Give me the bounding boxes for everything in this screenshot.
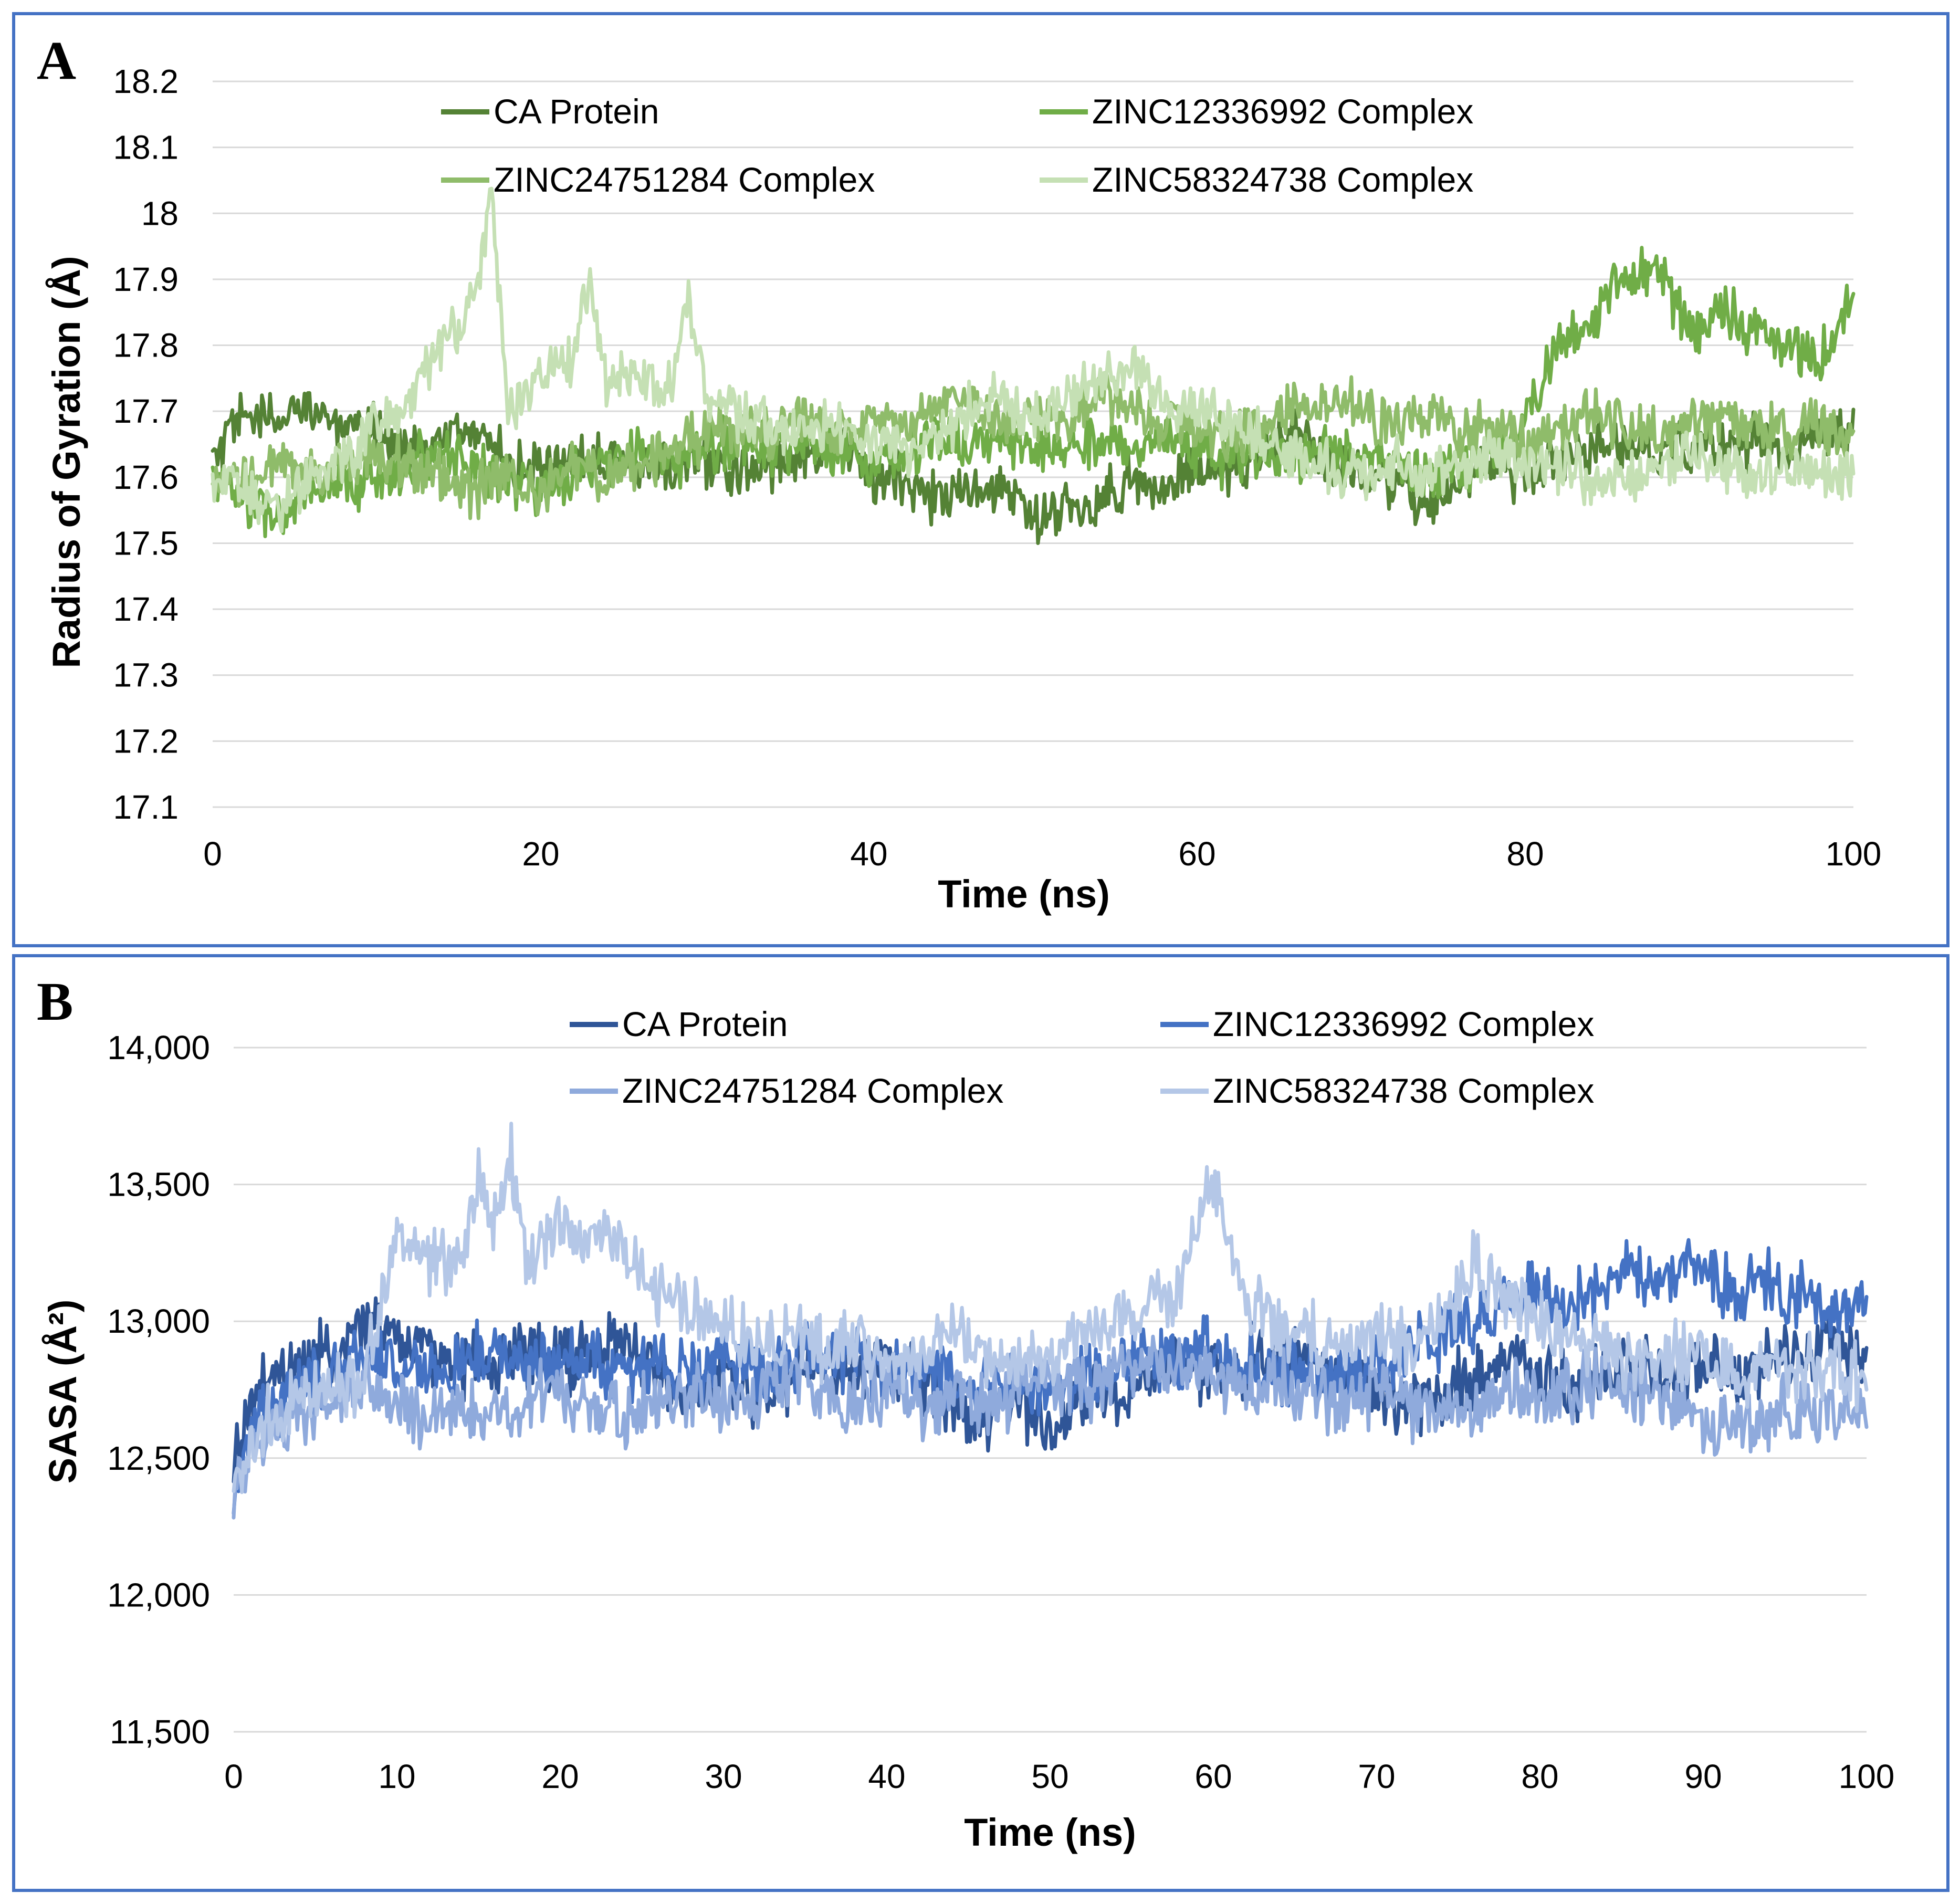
panel-b-sasa: B 11,500 12,000 12,500 13,000 13,500 14,000 0… xyxy=(12,954,1949,1892)
panel-b-y-tick-label: 13,500 xyxy=(107,1166,210,1204)
panel-b-x-tick-label: 70 xyxy=(1358,1758,1395,1795)
panel-b-x-tick-label: 30 xyxy=(705,1758,742,1795)
panel-a-x-tick-label: 40 xyxy=(850,835,887,873)
panel-b-legend-label: ZINC24751284 Complex xyxy=(622,1071,1003,1110)
panel-b-legend-label: ZINC58324738 Complex xyxy=(1213,1071,1594,1110)
panel-b-y-tick-label: 14,000 xyxy=(107,1029,210,1066)
panel-a-x-tick-label: 60 xyxy=(1178,835,1215,873)
panel-b-x-tick-label: 100 xyxy=(1839,1758,1895,1795)
panel-a-legend-label: ZINC24751284 Complex xyxy=(494,160,875,199)
panel-a-x-tick-labels: 0 20 40 60 80 100 xyxy=(203,835,1881,873)
panel-a-x-tick-label: 20 xyxy=(522,835,559,873)
panel-a-y-axis-title: Radius of Gyration (Å) xyxy=(45,256,88,668)
panel-a-gridlines xyxy=(213,80,1853,808)
panel-a-y-tick-label: 18 xyxy=(141,194,179,232)
panel-b-x-tick-label: 0 xyxy=(224,1758,243,1795)
panel-a-y-tick-labels: 17.1 17.2 17.3 17.4 17.5 17.6 17.7 17.8 17.9 18 18… xyxy=(113,62,179,826)
panel-a-series xyxy=(211,186,1856,545)
panel-a-legend-label: CA Protein xyxy=(494,92,659,131)
panel-a-border xyxy=(12,12,1949,947)
panel-a-x-tick-label: 80 xyxy=(1506,835,1544,873)
panel-a-y-tick-label: 18.2 xyxy=(113,62,179,100)
panel-a-y-tick-label: 17.7 xyxy=(113,392,179,430)
panel-a-y-tick-label: 17.8 xyxy=(113,327,179,364)
panel-b-series-line-2 xyxy=(232,1238,1869,1515)
panel-a-legend-label: ZINC58324738 Complex xyxy=(1092,160,1473,199)
panel-b-legend: CA Protein ZINC12336992 Complex ZINC247512… xyxy=(570,1005,1594,1110)
panel-b-series-line-4 xyxy=(232,1122,1869,1494)
panel-a-legend: CA Protein ZINC12336992 Complex ZINC247512… xyxy=(441,92,1473,199)
panel-b-x-tick-label: 20 xyxy=(541,1758,579,1795)
panel-a-y-tick-label: 17.5 xyxy=(113,524,179,562)
panel-b-x-tick-label: 90 xyxy=(1684,1758,1722,1795)
panel-a-y-tick-label: 17.1 xyxy=(113,788,179,826)
panel-a-y-tick-label: 17.6 xyxy=(113,458,179,496)
panel-a-radius-of-gyration: A 17.1 17.2 17.3 17.4 17.5 17.6 17.7 17.8 17.9 18… xyxy=(12,12,1949,947)
panel-a-x-tick-label: 0 xyxy=(203,835,222,873)
panel-a-y-tick-label: 18.1 xyxy=(113,129,179,166)
panel-a-y-tick-label: 17.9 xyxy=(113,260,179,298)
panel-a-y-tick-label: 17.2 xyxy=(113,722,179,760)
panel-b-y-tick-label: 12,000 xyxy=(107,1576,210,1614)
panel-b-series xyxy=(232,1122,1869,1520)
panel-b-series-line-3 xyxy=(232,1334,1869,1520)
panel-b-x-tick-label: 10 xyxy=(378,1758,415,1795)
panel-b-y-tick-label: 12,500 xyxy=(107,1439,210,1477)
panel-a-label: A xyxy=(37,30,76,91)
panel-b-y-tick-label: 13,000 xyxy=(107,1302,210,1340)
panel-a-y-tick-label: 17.4 xyxy=(113,590,179,628)
panel-a-x-axis-title: Time (ns) xyxy=(938,872,1110,916)
panel-b-x-tick-label: 80 xyxy=(1521,1758,1558,1795)
panel-b-x-axis-title: Time (ns) xyxy=(964,1811,1136,1854)
panel-b-y-tick-label: 11,500 xyxy=(110,1713,210,1751)
panel-a-series-line-4 xyxy=(211,186,1856,534)
panel-b-legend-label: ZINC12336992 Complex xyxy=(1213,1005,1594,1043)
panel-b-border xyxy=(12,954,1949,1892)
panel-b-x-tick-label: 50 xyxy=(1031,1758,1068,1795)
panel-a-y-tick-label: 17.3 xyxy=(113,656,179,694)
panel-a-x-tick-label: 100 xyxy=(1826,835,1882,873)
panel-b-y-tick-labels: 11,500 12,000 12,500 13,000 13,500 14,000 xyxy=(107,1029,210,1751)
panel-b-x-tick-labels: 0 10 20 30 40 50 60 70 80 90 100 xyxy=(224,1758,1894,1795)
panel-b-x-tick-label: 40 xyxy=(868,1758,905,1795)
panel-a-legend-label: ZINC12336992 Complex xyxy=(1092,92,1473,131)
panel-b-label: B xyxy=(37,971,73,1032)
panel-b-x-tick-label: 60 xyxy=(1194,1758,1232,1795)
panel-b-y-axis-title: SASA (Å²) xyxy=(41,1300,85,1484)
panel-b-legend-label: CA Protein xyxy=(622,1005,788,1043)
